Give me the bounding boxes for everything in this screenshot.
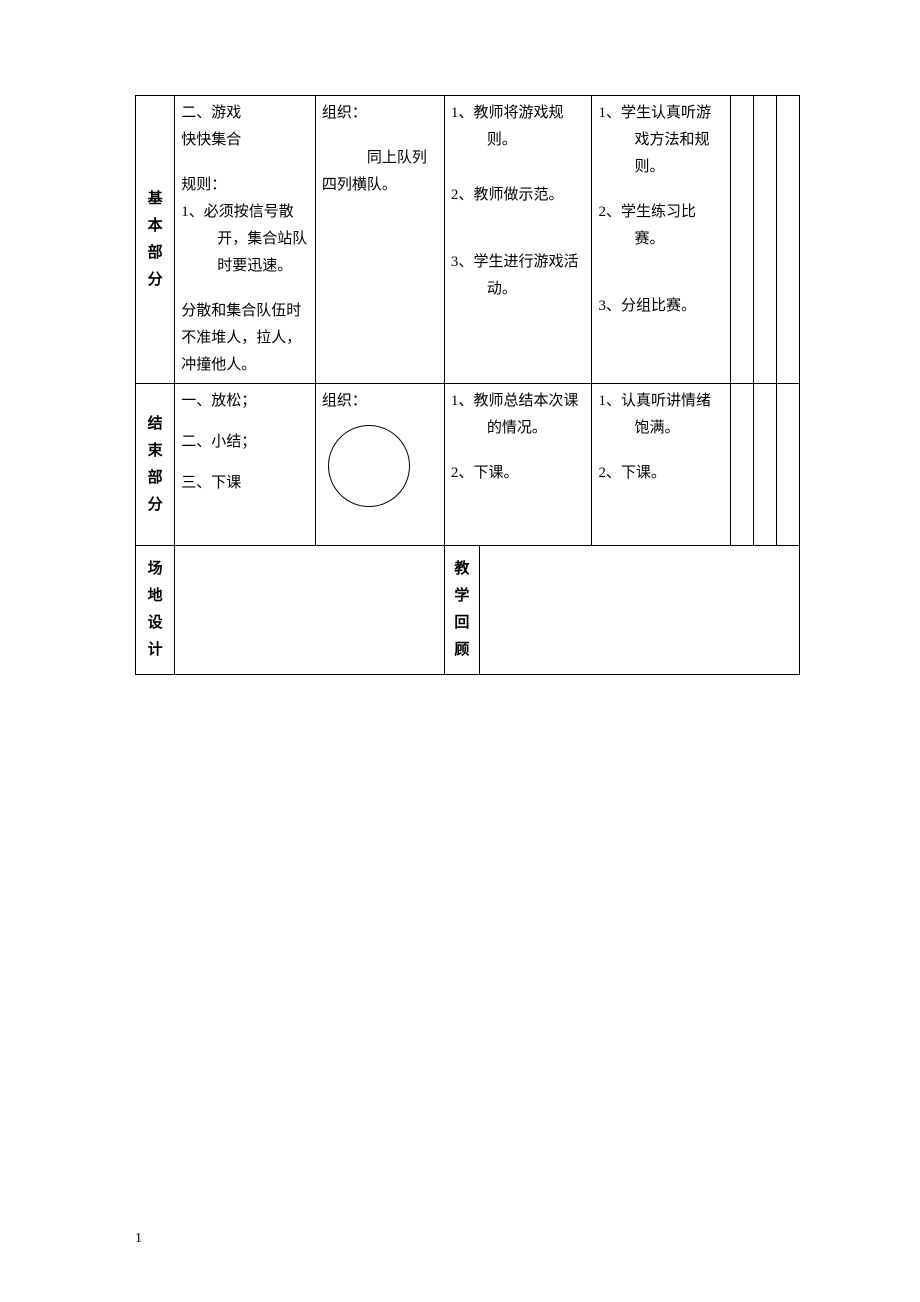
circle-diagram — [328, 425, 410, 507]
end-narrow-3 — [776, 384, 799, 546]
org-label: 组织： — [322, 100, 438, 127]
game-title: 二、游戏 — [181, 100, 309, 127]
end-narrow-1 — [730, 384, 753, 546]
basic-col3: 组织： 同上队列四列横队。 — [315, 96, 444, 384]
review-cell — [479, 546, 799, 674]
end-l1: 一、放松； — [181, 388, 309, 415]
student-item-1: 1、学生认真听游戏方法和规则。 — [598, 100, 723, 181]
teacher-item-3: 3、学生进行游戏活动。 — [451, 249, 586, 303]
teacher-item-1: 1、教师将游戏规则。 — [451, 100, 586, 154]
basic-narrow-2 — [753, 96, 776, 384]
student-item-3: 3、分组比赛。 — [598, 293, 723, 320]
end-col4: 1、教师总结本次课的情况。 2、下课。 — [444, 384, 592, 546]
page-number: 1 — [135, 1231, 142, 1247]
org-text: 同上队列四列横队。 — [322, 145, 438, 199]
basic-col4: 1、教师将游戏规则。 2、教师做示范。 3、学生进行游戏活动。 — [444, 96, 592, 384]
basic-col2: 二、游戏 快快集合 规则： 1、必须按信号散开，集合站队时要迅速。 分散和集合队… — [175, 96, 316, 384]
end-narrow-2 — [753, 384, 776, 546]
game-subtitle: 快快集合 — [181, 127, 309, 154]
end-teacher-2: 2、下课。 — [451, 460, 586, 487]
row-basic-section: 基 本 部 分 二、游戏 快快集合 规则： 1、必须按信号散开，集合站队时要迅速… — [136, 96, 800, 384]
basic-narrow-1 — [730, 96, 753, 384]
label-venue: 场 地 设 计 — [136, 546, 175, 675]
end-l2: 二、小结； — [181, 429, 309, 456]
end-org-label: 组织： — [322, 388, 438, 415]
teacher-item-2: 2、教师做示范。 — [451, 182, 586, 209]
end-col3: 组织： — [315, 384, 444, 546]
basic-col5: 1、学生认真听游戏方法和规则。 2、学生练习比赛。 3、分组比赛。 — [592, 96, 730, 384]
basic-narrow-3 — [776, 96, 799, 384]
student-item-2: 2、学生练习比赛。 — [598, 199, 723, 253]
end-teacher-1: 1、教师总结本次课的情况。 — [451, 388, 586, 442]
section-label-basic: 基 本 部 分 — [136, 96, 175, 384]
rule-3: 分散和集合队伍时不准堆人，拉人，冲撞他人。 — [181, 298, 309, 379]
end-student-1: 1、认真听讲情绪饱满。 — [598, 388, 723, 442]
lesson-plan-table: 基 本 部 分 二、游戏 快快集合 规则： 1、必须按信号散开，集合站队时要迅速… — [135, 95, 800, 675]
row-bottom: 场 地 设 计教 学 回 顾 — [136, 546, 800, 675]
document-page: 基 本 部 分 二、游戏 快快集合 规则： 1、必须按信号散开，集合站队时要迅速… — [0, 0, 920, 715]
venue-cell — [175, 546, 445, 675]
label-review: 教 学 回 顾 — [445, 546, 480, 674]
end-l3: 三、下课 — [181, 470, 309, 497]
rules-label: 规则： — [181, 172, 309, 199]
end-col2: 一、放松； 二、小结； 三、下课 — [175, 384, 316, 546]
section-label-end: 结 束 部 分 — [136, 384, 175, 546]
rule-1: 1、必须按信号散开，集合站队时要迅速。 — [181, 199, 309, 280]
end-student-2: 2、下课。 — [598, 460, 723, 487]
end-col5: 1、认真听讲情绪饱满。 2、下课。 — [592, 384, 730, 546]
review-container: 教 学 回 顾 — [444, 546, 799, 675]
row-end-section: 结 束 部 分 一、放松； 二、小结； 三、下课 组织： 1、教师总结本次课的情… — [136, 384, 800, 546]
